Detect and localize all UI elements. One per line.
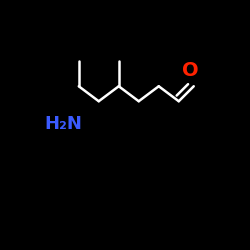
Text: O: O (182, 60, 198, 80)
Text: H₂N: H₂N (45, 115, 83, 133)
